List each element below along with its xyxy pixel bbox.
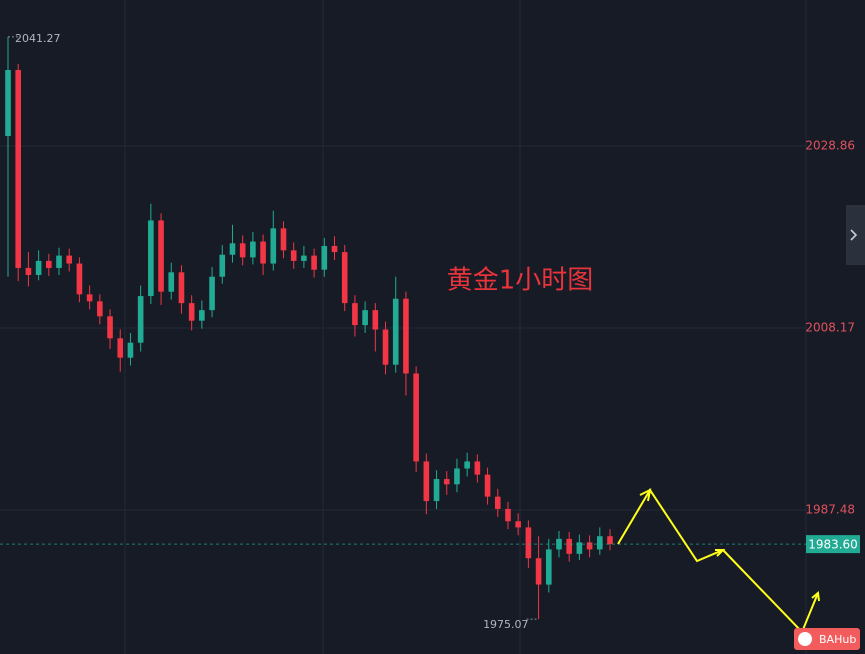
candle-body [372, 310, 379, 330]
side-tab-icon[interactable] [850, 229, 858, 241]
candle-body [97, 301, 103, 317]
candle-body [464, 461, 470, 469]
watermark: BAHub [819, 633, 856, 646]
candle-body [290, 250, 297, 261]
candle-body [25, 267, 32, 275]
candle-body [352, 303, 358, 326]
candle-body [596, 536, 603, 550]
candle-body [413, 373, 419, 462]
candle-body [250, 241, 256, 258]
candle-body [474, 461, 481, 475]
candle-body [392, 298, 399, 365]
candle-body [321, 245, 328, 270]
candle-body [66, 255, 73, 264]
watermark-box [794, 628, 860, 650]
candle-body [280, 228, 287, 251]
candle-body [15, 70, 22, 268]
candle-body [188, 303, 195, 321]
candle-body [229, 243, 236, 255]
candle-body [505, 508, 511, 522]
candle-body [76, 263, 83, 295]
plot [0, 36, 806, 620]
candle-body [178, 272, 185, 304]
candle-body [576, 542, 583, 554]
candle-body [443, 479, 450, 485]
candle-body [127, 342, 134, 358]
candle-body [586, 542, 593, 550]
candle-body [199, 310, 205, 321]
candle-body [454, 468, 460, 485]
y-tick-label: 2028.86 [805, 139, 855, 153]
candle-body [168, 272, 175, 292]
candle-body [494, 496, 501, 509]
candle-body [137, 296, 144, 343]
candle-body [239, 243, 246, 258]
last-price-label: 1983.60 [808, 538, 858, 552]
candle-body [209, 276, 215, 311]
candle-body [433, 479, 440, 502]
candle-body [219, 254, 226, 277]
candle-body [301, 255, 307, 261]
candle-body [341, 252, 348, 304]
watermark-icon [798, 632, 812, 646]
y-tick-label: 1987.48 [805, 503, 855, 517]
candle-body [56, 255, 62, 268]
candle-body [46, 260, 52, 268]
candle-body [566, 538, 572, 554]
candle-body [117, 338, 124, 358]
candle-body [607, 536, 613, 545]
candle-body [148, 220, 154, 297]
y-tick-label: 2008.17 [805, 321, 855, 335]
projection-arrow [617, 488, 819, 634]
candle-body [311, 255, 317, 270]
candle-body [382, 329, 389, 365]
candle-body [270, 228, 277, 264]
arrow-heads [639, 488, 820, 602]
candle-body [515, 521, 521, 528]
max-marker: 2041.27 [15, 32, 61, 45]
candle-body [525, 527, 532, 559]
candle-body [362, 310, 368, 326]
chart-title: 黄金1小时图 [447, 266, 594, 296]
candle-body [5, 70, 11, 136]
candle-body [107, 316, 113, 339]
candle-body [86, 294, 93, 302]
candle-body [331, 245, 338, 253]
candle-body [35, 260, 42, 275]
candle-body [545, 549, 552, 585]
candle-body [484, 474, 491, 497]
candle-body [403, 298, 409, 374]
candle-body [423, 461, 430, 502]
min-marker: 1975.07 [483, 618, 529, 631]
last-price-box [806, 535, 860, 554]
candle-body [260, 241, 266, 264]
candle-body [158, 220, 164, 292]
candle-body [535, 558, 542, 585]
